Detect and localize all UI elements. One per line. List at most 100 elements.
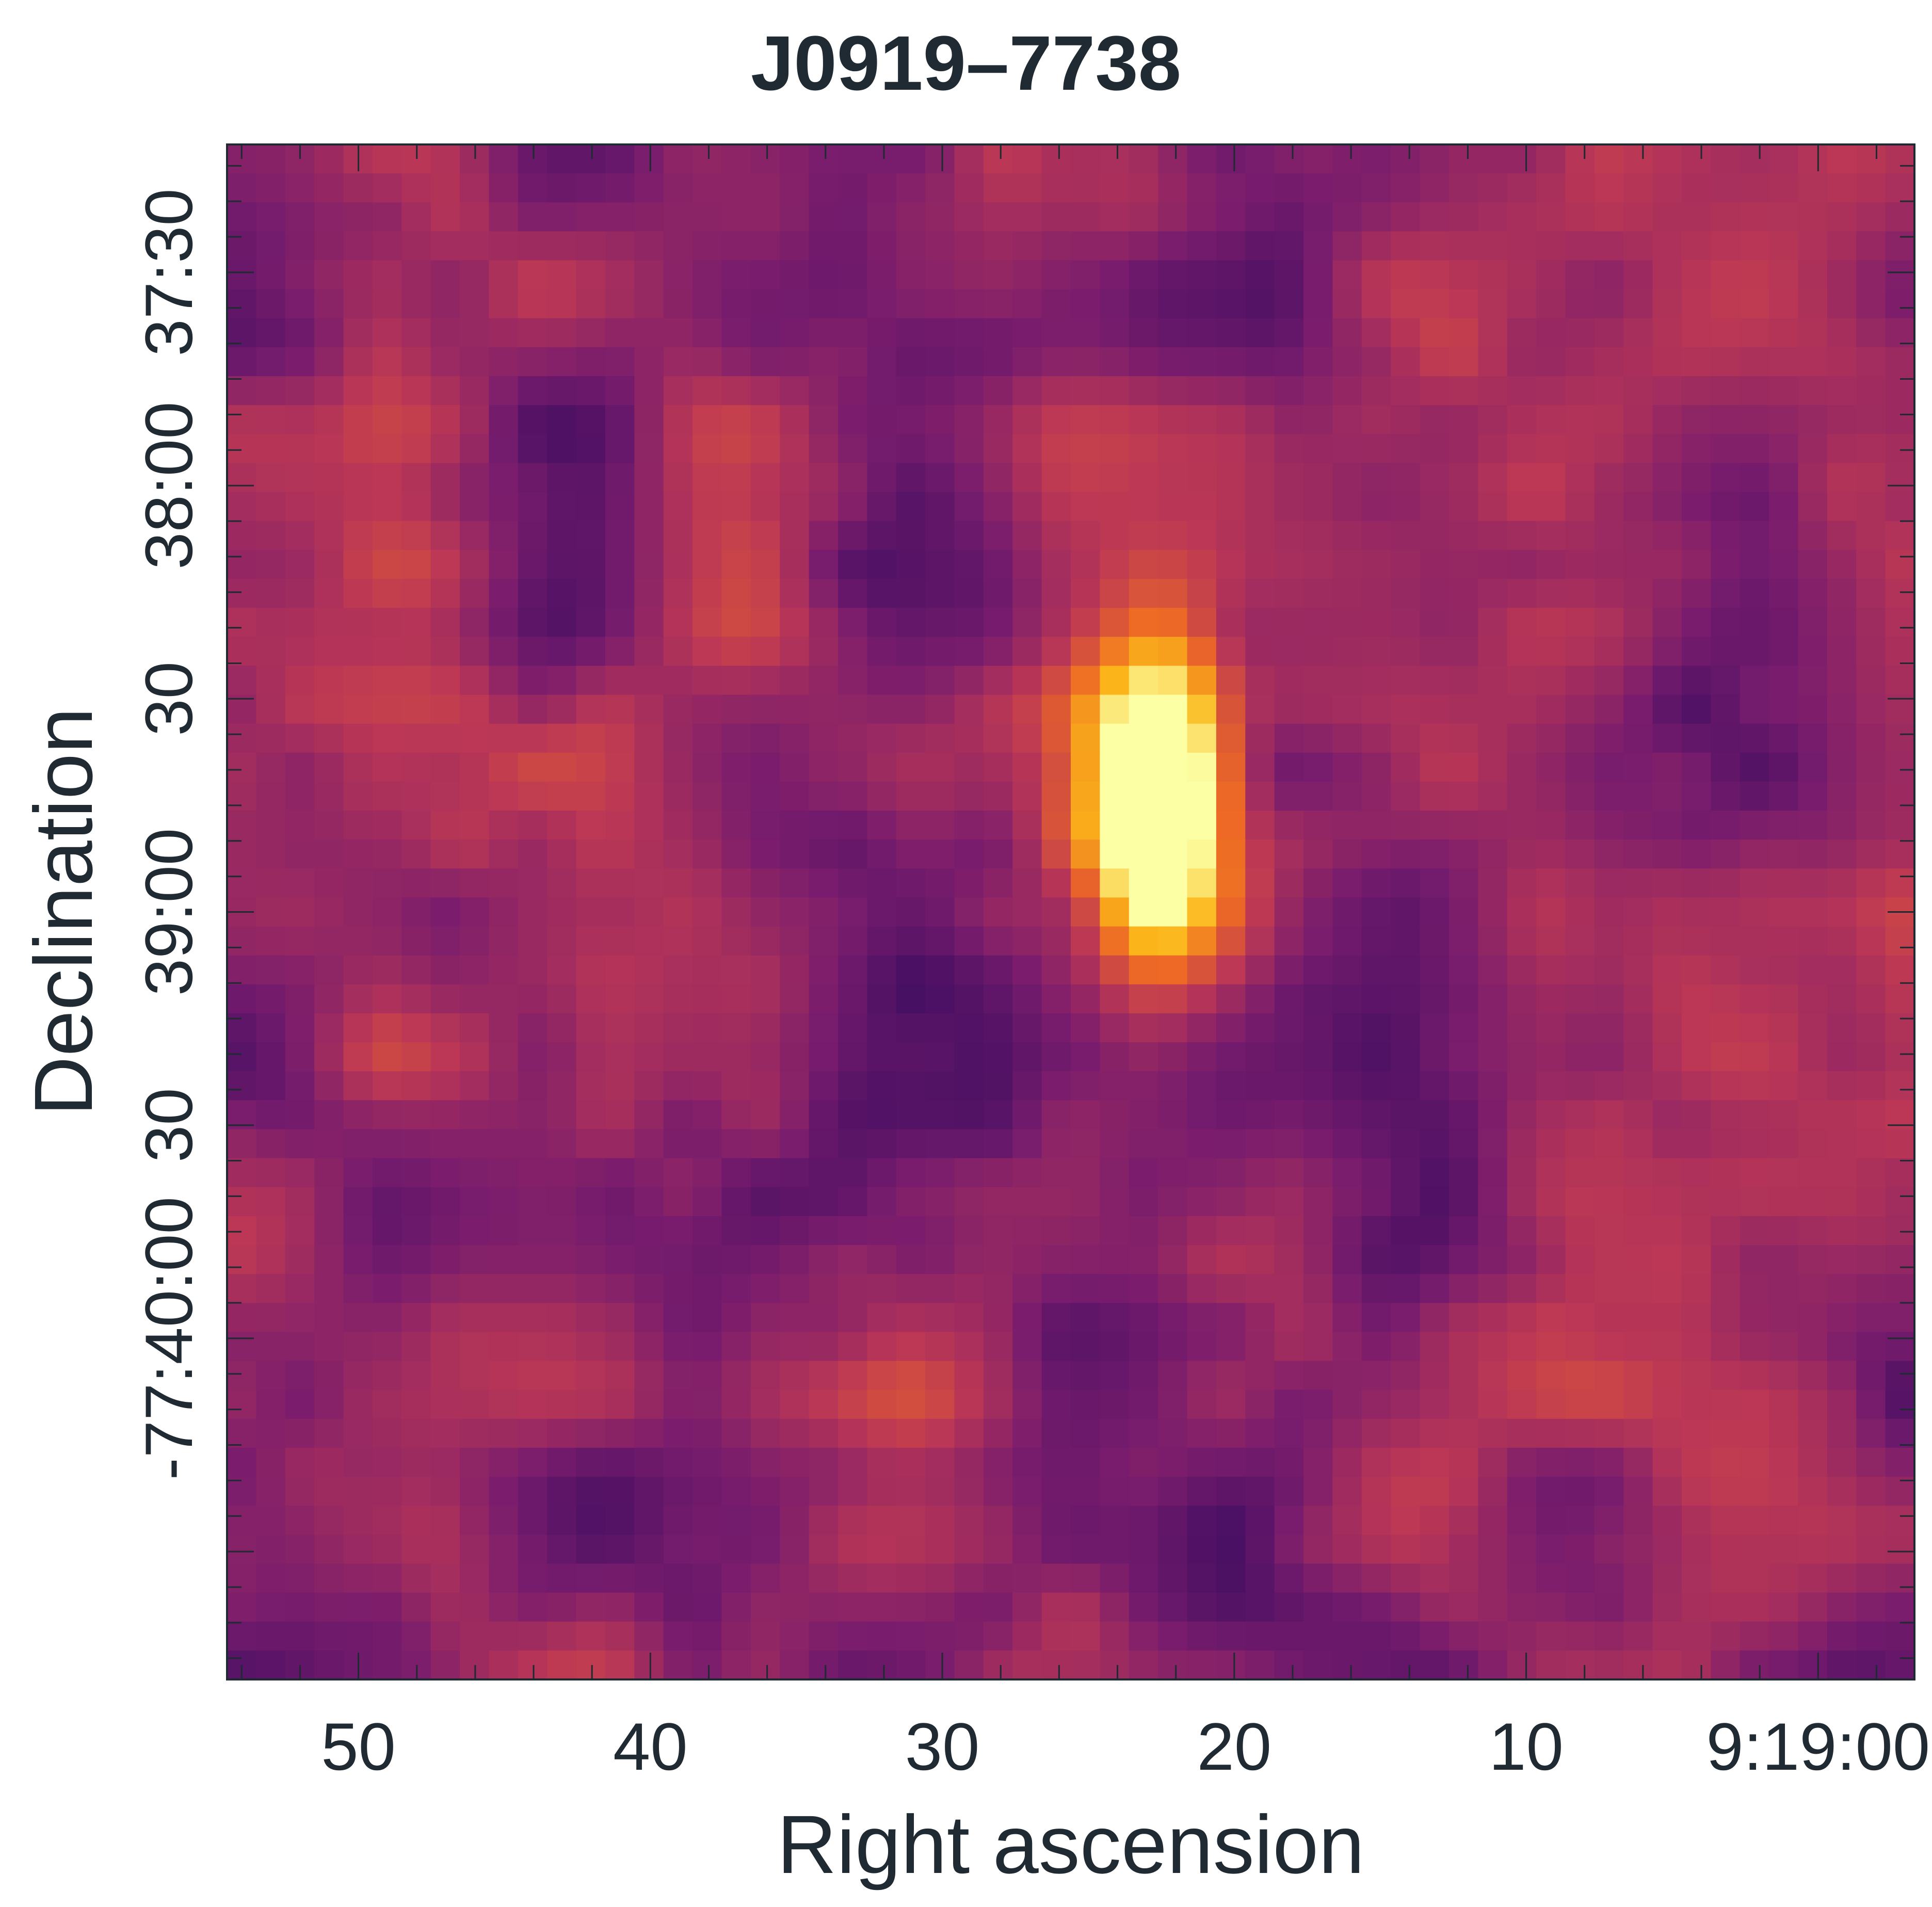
heatmap-cell bbox=[838, 318, 868, 348]
heatmap-cell bbox=[983, 578, 1013, 608]
heatmap-cell bbox=[1565, 1506, 1595, 1536]
heatmap-cell bbox=[750, 1534, 781, 1564]
heatmap-cell bbox=[1711, 1592, 1741, 1622]
heatmap-cell bbox=[983, 405, 1013, 435]
heatmap-cell bbox=[693, 1216, 722, 1246]
heatmap-cell bbox=[605, 1447, 635, 1477]
heatmap-cell bbox=[693, 868, 722, 898]
heatmap-cell bbox=[663, 202, 693, 232]
heatmap-cell bbox=[1769, 144, 1799, 174]
heatmap-cell bbox=[1478, 1158, 1508, 1188]
heatmap-cell bbox=[1332, 550, 1362, 579]
heatmap-cell bbox=[1274, 376, 1304, 406]
heatmap-cell bbox=[314, 781, 344, 811]
heatmap-cell bbox=[401, 1447, 431, 1477]
heatmap-cell bbox=[809, 434, 839, 464]
heatmap-cell bbox=[1245, 1216, 1275, 1246]
heatmap-cell bbox=[1478, 231, 1508, 261]
heatmap-cell bbox=[1478, 1621, 1508, 1651]
heatmap-cell bbox=[1332, 1621, 1362, 1651]
heatmap-cell bbox=[314, 1187, 344, 1217]
heatmap-cell bbox=[1245, 1477, 1275, 1507]
heatmap-cell bbox=[1274, 1274, 1304, 1304]
heatmap-cell bbox=[721, 1245, 751, 1274]
heatmap-cell bbox=[1012, 202, 1042, 232]
heatmap-cell bbox=[1478, 1650, 1508, 1680]
heatmap-cell bbox=[518, 289, 548, 319]
heatmap-cell bbox=[1100, 202, 1130, 232]
heatmap-cell bbox=[314, 926, 344, 956]
heatmap-cell bbox=[1274, 347, 1304, 377]
heatmap-cell bbox=[1420, 173, 1450, 203]
heatmap-cell bbox=[1769, 723, 1799, 753]
heatmap-cell bbox=[547, 1042, 577, 1072]
heatmap-cell bbox=[1361, 347, 1391, 377]
heatmap-cell bbox=[1100, 897, 1130, 927]
heatmap-cell bbox=[576, 1361, 606, 1391]
heatmap-cell bbox=[1245, 492, 1275, 522]
heatmap-cell bbox=[1158, 463, 1188, 493]
heatmap-cell bbox=[809, 1129, 839, 1159]
heatmap-cell bbox=[1216, 868, 1246, 898]
heatmap-cell bbox=[1478, 144, 1508, 174]
heatmap-cell bbox=[809, 260, 839, 290]
heatmap-cell bbox=[460, 1506, 490, 1536]
heatmap-cell bbox=[1216, 1534, 1246, 1564]
heatmap-cell bbox=[838, 550, 868, 579]
heatmap-cell bbox=[1594, 1332, 1624, 1362]
heatmap-cell bbox=[838, 144, 868, 174]
heatmap-cell bbox=[1769, 1506, 1799, 1536]
heatmap-cell bbox=[634, 955, 664, 985]
heatmap-cell bbox=[460, 463, 490, 493]
heatmap-cell bbox=[1012, 1158, 1042, 1188]
heatmap-cell bbox=[1391, 1506, 1421, 1536]
heatmap-cell bbox=[1856, 984, 1886, 1014]
heatmap-cell bbox=[1332, 405, 1362, 435]
heatmap-cell bbox=[663, 1042, 693, 1072]
heatmap-cell bbox=[343, 231, 373, 261]
heatmap-cell bbox=[1245, 1042, 1275, 1072]
heatmap-cell bbox=[925, 926, 955, 956]
heatmap-cell bbox=[489, 578, 519, 608]
heatmap-cell bbox=[1245, 1332, 1275, 1362]
heatmap-cell bbox=[1361, 839, 1391, 869]
heatmap-cell bbox=[343, 666, 373, 696]
heatmap-cell bbox=[721, 1418, 751, 1448]
heatmap-cell bbox=[1623, 955, 1653, 985]
heatmap-cell bbox=[1274, 811, 1304, 840]
heatmap-cell bbox=[1711, 1071, 1741, 1101]
heatmap-cell bbox=[1856, 955, 1886, 985]
heatmap-cell bbox=[634, 608, 664, 638]
heatmap-cell bbox=[780, 434, 810, 464]
heatmap-cell bbox=[1711, 984, 1741, 1014]
heatmap-cell bbox=[489, 289, 519, 319]
heatmap-cell bbox=[693, 434, 722, 464]
heatmap-cell bbox=[1012, 1418, 1042, 1448]
heatmap-cell bbox=[1041, 1389, 1071, 1419]
heatmap-cell bbox=[1536, 376, 1566, 406]
heatmap-cell bbox=[1681, 1100, 1712, 1130]
heatmap-cell bbox=[460, 1100, 490, 1130]
heatmap-cell bbox=[983, 1216, 1013, 1246]
heatmap-cell bbox=[693, 376, 722, 406]
heatmap-cell bbox=[1448, 1013, 1479, 1043]
heatmap-cell bbox=[1885, 723, 1915, 753]
heatmap-cell bbox=[1769, 1042, 1799, 1072]
heatmap-cell bbox=[1565, 752, 1595, 782]
heatmap-cell bbox=[1478, 694, 1508, 724]
heatmap-cell bbox=[809, 984, 839, 1014]
heatmap-cell bbox=[489, 926, 519, 956]
heatmap-cell bbox=[1827, 550, 1857, 579]
heatmap-cell bbox=[1303, 1477, 1333, 1507]
heatmap-cell bbox=[1187, 1621, 1217, 1651]
heatmap-cell bbox=[1507, 144, 1537, 174]
heatmap-cell bbox=[605, 347, 635, 377]
heatmap-cell bbox=[1478, 1447, 1508, 1477]
heatmap-cell bbox=[693, 173, 722, 203]
heatmap-cell bbox=[1594, 1447, 1624, 1477]
heatmap-cell bbox=[634, 1361, 664, 1391]
heatmap-cell bbox=[1100, 666, 1130, 696]
heatmap-cell bbox=[605, 1418, 635, 1448]
heatmap-cell bbox=[1420, 1534, 1450, 1564]
heatmap-cell bbox=[372, 550, 403, 579]
